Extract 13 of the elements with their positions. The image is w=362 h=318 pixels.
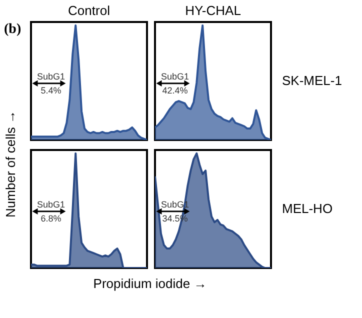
y2-axis-title: SK-MEL-1 <box>282 73 342 88</box>
y-axis-title: Number of cells → <box>3 110 18 218</box>
x-axis-title: Propidium iodide → <box>93 276 207 291</box>
annotation: 42.4% <box>162 85 188 96</box>
y2-axis-title: MEL-HO <box>282 201 333 216</box>
chart-title: Control <box>68 3 110 18</box>
annotation: 5.4% <box>40 85 62 96</box>
annotation: SubG1 <box>36 71 65 82</box>
text: (b) <box>4 22 22 37</box>
annotation: SubG1 <box>160 71 189 82</box>
chart-title: HY-CHAL <box>185 3 241 18</box>
annotation: 6.8% <box>40 213 62 224</box>
annotation: SubG1 <box>36 199 65 210</box>
